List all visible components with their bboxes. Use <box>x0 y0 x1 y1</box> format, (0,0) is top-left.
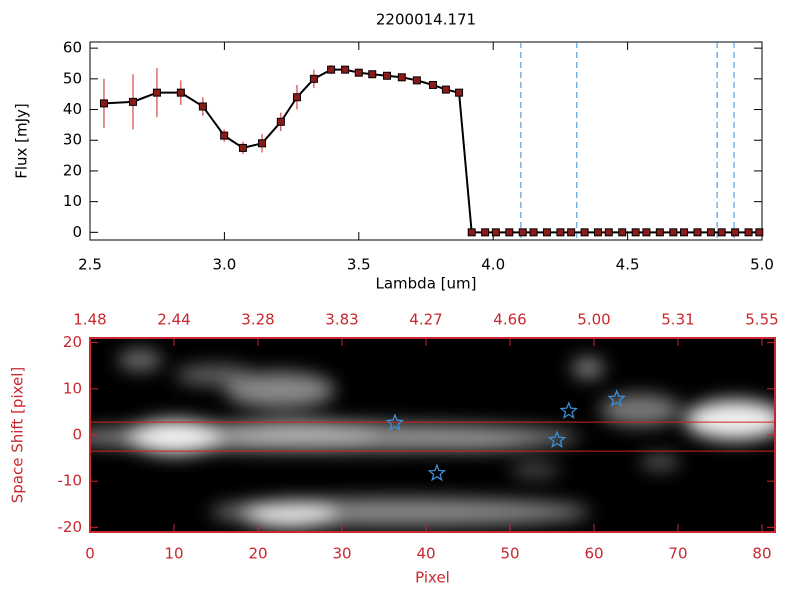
marker <box>655 228 664 237</box>
x-tick-label: 60 <box>584 545 603 563</box>
x-tick-label: 10 <box>164 545 183 563</box>
marker <box>397 73 406 82</box>
marker <box>594 228 603 237</box>
y-tick-label: -10 <box>58 472 83 490</box>
x2-tick-label: 5.55 <box>745 311 778 329</box>
marker <box>567 228 576 237</box>
y-axis-label: Space Shift [pixel] <box>9 367 27 504</box>
x2-tick-label: 5.31 <box>661 311 694 329</box>
x-axis-label: Pixel <box>415 569 450 587</box>
marker <box>717 228 726 237</box>
x-tick-label: 4.0 <box>481 256 505 274</box>
marker <box>292 93 301 102</box>
image-blobs <box>90 350 775 528</box>
marker <box>354 68 363 77</box>
marker <box>631 228 640 237</box>
marker <box>542 228 551 237</box>
marker <box>441 85 450 94</box>
x-tick-label: 20 <box>248 545 267 563</box>
x-tick-label: 70 <box>668 545 687 563</box>
y-tick-label: 60 <box>63 39 82 57</box>
marker <box>491 228 500 237</box>
x-tick-label: 40 <box>416 545 435 563</box>
x-tick-label: 80 <box>752 545 771 563</box>
marker <box>368 70 377 79</box>
marker <box>238 143 247 152</box>
series-line <box>103 68 760 234</box>
y-tick-label: 20 <box>63 333 82 351</box>
marker <box>604 228 613 237</box>
marker <box>556 228 565 237</box>
y-tick-label: 30 <box>63 131 82 149</box>
marker <box>383 71 392 80</box>
marker <box>341 65 350 74</box>
marker <box>258 139 267 148</box>
y-tick-label: 40 <box>63 100 82 118</box>
marker <box>529 228 538 237</box>
star-marker <box>547 430 567 449</box>
marker <box>99 99 108 108</box>
marker <box>693 228 702 237</box>
y-tick-label: 0 <box>72 223 82 241</box>
x2-tick-label: 1.48 <box>73 311 106 329</box>
marker <box>428 80 437 89</box>
x-tick-label: 4.5 <box>616 256 640 274</box>
marker <box>198 102 207 111</box>
marker <box>669 228 678 237</box>
x2-tick-label: 4.66 <box>493 311 526 329</box>
marker <box>176 88 185 97</box>
x-axis-label: Lambda [um] <box>376 275 477 293</box>
y-tick-label: 10 <box>63 192 82 210</box>
y-axis-label: Flux [mJy] <box>13 103 31 179</box>
marker <box>129 97 138 106</box>
y-tick-label: 50 <box>63 69 82 87</box>
x2-tick-label: 3.83 <box>325 311 358 329</box>
x2-tick-label: 2.44 <box>157 311 190 329</box>
marker <box>518 228 527 237</box>
y-tick-label: 10 <box>63 379 82 397</box>
marker <box>680 228 689 237</box>
x-tick-label: 3.0 <box>212 256 236 274</box>
x-tick-label: 2.5 <box>78 256 102 274</box>
star-marker <box>607 389 626 407</box>
marker <box>152 88 161 97</box>
x2-tick-label: 5.00 <box>577 311 610 329</box>
x-tick-label: 5.0 <box>750 256 774 274</box>
x2-tick-label: 4.27 <box>409 311 442 329</box>
marker <box>481 228 490 237</box>
marker <box>618 228 627 237</box>
marker <box>467 228 476 237</box>
marker <box>642 228 651 237</box>
marker <box>505 228 514 237</box>
marker <box>755 228 764 237</box>
x-tick-label: 30 <box>332 545 351 563</box>
y-tick-label: -20 <box>58 518 83 536</box>
marker <box>309 74 318 83</box>
marker <box>412 76 421 85</box>
star-marker <box>559 401 579 419</box>
x-tick-label: 3.5 <box>347 256 371 274</box>
marker <box>455 88 464 97</box>
plot-frame <box>89 41 763 241</box>
marker <box>327 65 336 74</box>
star-marker <box>385 413 405 431</box>
y-tick-label: 0 <box>72 426 82 444</box>
star-marker <box>427 463 447 482</box>
y-tick-label: 20 <box>63 161 82 179</box>
marker <box>580 228 589 237</box>
marker <box>706 228 715 237</box>
marker <box>220 131 229 140</box>
marker <box>276 117 285 126</box>
x-tick-label: 0 <box>85 545 95 563</box>
x2-tick-label: 3.28 <box>241 311 274 329</box>
x-tick-label: 50 <box>500 545 519 563</box>
marker <box>744 228 753 237</box>
chart-title: 2200014.171 <box>376 11 476 29</box>
marker <box>731 228 740 237</box>
